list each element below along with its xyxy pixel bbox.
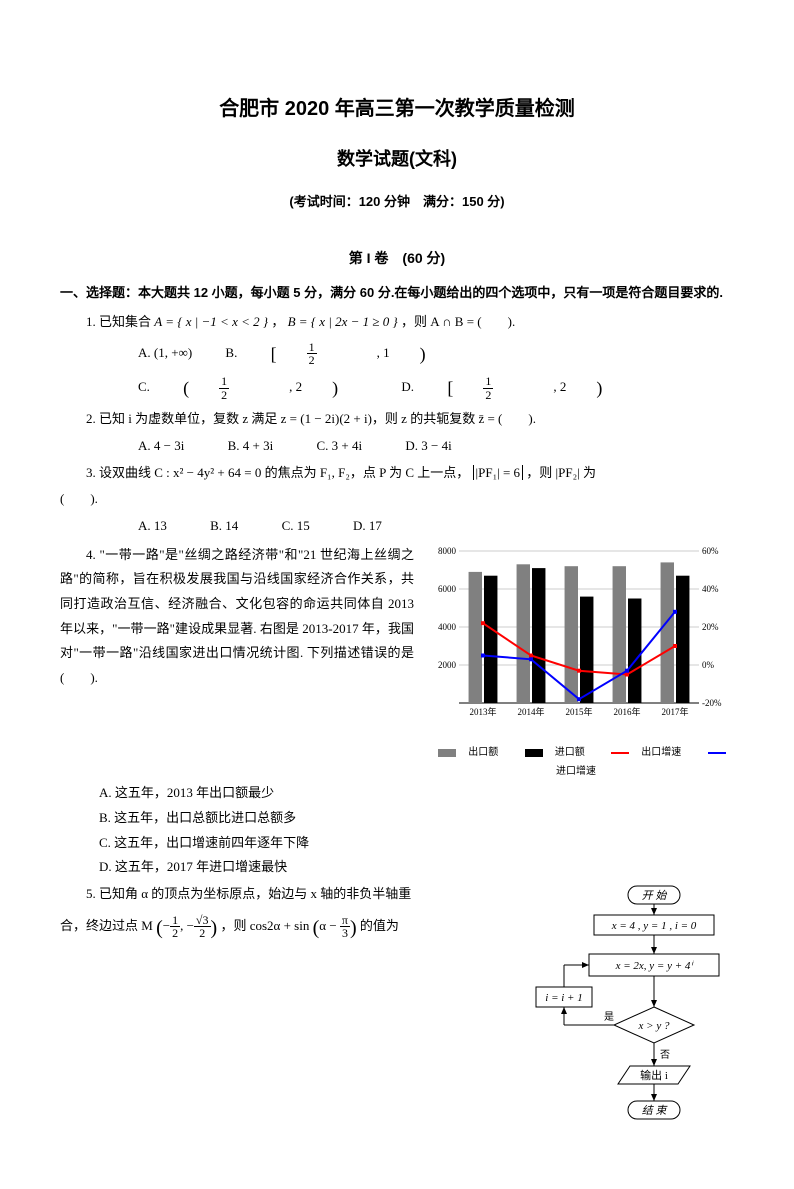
- q4-optB: B. 这五年，出口总额比进口总额多: [73, 806, 734, 831]
- svg-text:x = 2x, y = y + 4ⁱ: x = 2x, y = y + 4ⁱ: [615, 960, 695, 972]
- svg-text:8000: 8000: [438, 546, 457, 556]
- q4-stem: 4. "一带一路"是"丝绸之路经济带"和"21 世纪海上丝绸之路"的简称，旨在积…: [60, 543, 414, 691]
- svg-text:i = i + 1: i = i + 1: [545, 992, 582, 1004]
- q1-optC: C. (12, 2): [138, 371, 368, 405]
- section-heading: 第 I 卷 (60 分): [60, 245, 734, 272]
- q3-optA: A. 13: [138, 514, 167, 539]
- q3-optC: C. 15: [282, 514, 310, 539]
- q4-chart: 2000 4000 6000 8000 -20% 0% 20% 40% 60% 2013年 2014…: [424, 541, 734, 782]
- svg-text:-20%: -20%: [702, 698, 722, 708]
- q2-optB: B. 4 + 3i: [228, 434, 274, 459]
- q1-stem: 1. 已知集合 A = { x | −1 < x < 2 } ， B = { x…: [60, 310, 734, 335]
- flowchart: 开 始 x = 4 , y = 1 , i = 0 x = 2x, y = y + …: [534, 880, 734, 1149]
- q4-optD: D. 这五年，2017 年进口增速最快: [73, 855, 734, 880]
- flowchart-svg: 开 始 x = 4 , y = 1 , i = 0 x = 2x, y = y + …: [534, 880, 734, 1140]
- q1-optA: A. (1, +∞): [138, 341, 192, 366]
- q2-options: A. 4 − 3i B. 4 + 3i C. 3 + 4i D. 3 − 4i: [60, 434, 734, 459]
- q3-optB: B. 14: [210, 514, 238, 539]
- svg-text:是: 是: [604, 1011, 614, 1023]
- svg-text:40%: 40%: [702, 584, 719, 594]
- svg-text:2015年: 2015年: [565, 706, 592, 717]
- svg-text:0%: 0%: [702, 660, 715, 670]
- chart-svg: 2000 4000 6000 8000 -20% 0% 20% 40% 60% 2013年 2014…: [424, 541, 734, 731]
- svg-text:2017年: 2017年: [661, 706, 688, 717]
- svg-text:6000: 6000: [438, 584, 457, 594]
- q3-optD: D. 17: [353, 514, 382, 539]
- svg-text:60%: 60%: [702, 546, 719, 556]
- page-root: 合肥市 2020 年高三第一次教学质量检测 数学试题(文科) (考试时间：120…: [0, 0, 794, 1189]
- q5-wrap: 5. 已知角 α 的顶点为坐标原点，始边与 x 轴的非负半轴重 合，终边过点 M…: [60, 880, 734, 1149]
- instructions: 一、选择题：本大题共 12 小题，每小题 5 分，满分 60 分.在每小题给出的…: [60, 281, 734, 306]
- q3-options: A. 13 B. 14 C. 15 D. 17: [60, 514, 734, 539]
- q4-wrap: 4. "一带一路"是"丝绸之路经济带"和"21 世纪海上丝绸之路"的简称，旨在积…: [60, 541, 734, 782]
- chart-legend: 出口额 进口额 出口增速 进口增速: [424, 743, 734, 781]
- q5-stem-b: 合，终边过点 M (−12, −√32) ，则 cos2α + sin (α −…: [60, 909, 528, 947]
- svg-text:2016年: 2016年: [613, 706, 640, 717]
- q3-stem: 3. 设双曲线 C : x² − 4y² + 64 = 0 的焦点为 F₁, F…: [60, 461, 734, 486]
- doc-subtitle: 数学试题(文科): [60, 142, 734, 176]
- q1-optB: B. [12, 1): [225, 337, 455, 371]
- svg-text:2013年: 2013年: [469, 706, 496, 717]
- svg-text:结 束: 结 束: [642, 1104, 669, 1117]
- q1-options: A. (1, +∞) B. [12, 1) C. (12, 2) D. [12,…: [60, 337, 734, 405]
- svg-text:2014年: 2014年: [517, 706, 544, 717]
- svg-text:20%: 20%: [702, 622, 719, 632]
- svg-text:开 始: 开 始: [642, 889, 668, 902]
- q4-optC: C. 这五年，出口增速前四年逐年下降: [73, 831, 734, 856]
- svg-text:否: 否: [660, 1049, 670, 1061]
- q5-stem-a: 5. 已知角 α 的顶点为坐标原点，始边与 x 轴的非负半轴重: [60, 882, 528, 907]
- q4-optA: A. 这五年，2013 年出口额最少: [73, 781, 734, 806]
- svg-text:输出 i: 输出 i: [640, 1068, 668, 1082]
- q2-optA: A. 4 − 3i: [138, 434, 184, 459]
- q3-stem-cont: ( ).: [60, 487, 734, 512]
- doc-title: 合肥市 2020 年高三第一次教学质量检测: [60, 90, 734, 128]
- svg-text:x = 4 , y = 1 , i = 0: x = 4 , y = 1 , i = 0: [611, 920, 697, 932]
- svg-text:2000: 2000: [438, 660, 457, 670]
- q2-optC: C. 3 + 4i: [316, 434, 362, 459]
- q2-optD: D. 3 − 4i: [405, 434, 451, 459]
- exam-info: (考试时间：120 分钟 满分：150 分): [60, 190, 734, 215]
- svg-text:4000: 4000: [438, 622, 457, 632]
- q1-optD: D. [12, 2): [401, 371, 632, 405]
- q2-stem: 2. 已知 i 为虚数单位，复数 z 满足 z = (1 − 2i)(2 + i…: [60, 407, 734, 432]
- svg-text:x > y ?: x > y ?: [638, 1020, 670, 1032]
